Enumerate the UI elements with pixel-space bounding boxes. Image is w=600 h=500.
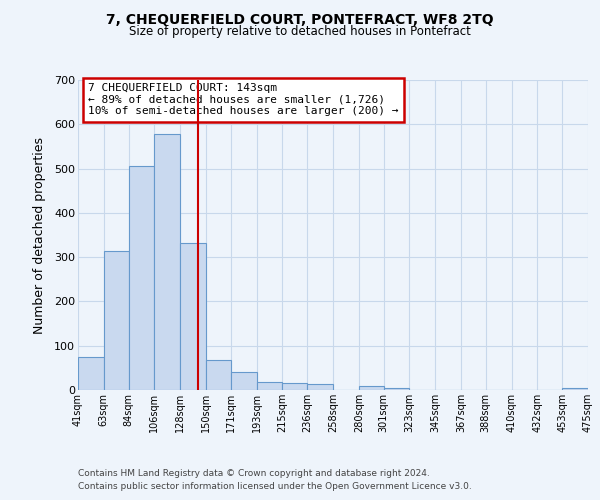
Bar xyxy=(128,166,154,390)
Text: Contains HM Land Registry data © Crown copyright and database right 2024.: Contains HM Land Registry data © Crown c… xyxy=(78,468,430,477)
Bar xyxy=(206,360,231,390)
Bar xyxy=(359,386,383,390)
Bar xyxy=(231,372,257,390)
Text: Contains public sector information licensed under the Open Government Licence v3: Contains public sector information licen… xyxy=(78,482,472,491)
Text: 7, CHEQUERFIELD COURT, PONTEFRACT, WF8 2TQ: 7, CHEQUERFIELD COURT, PONTEFRACT, WF8 2… xyxy=(106,12,494,26)
Text: Size of property relative to detached houses in Pontefract: Size of property relative to detached ho… xyxy=(129,25,471,38)
Bar xyxy=(154,134,180,390)
Bar xyxy=(257,382,283,390)
Bar xyxy=(562,388,588,390)
Bar xyxy=(283,384,307,390)
Bar xyxy=(104,252,128,390)
Bar xyxy=(307,384,333,390)
Y-axis label: Number of detached properties: Number of detached properties xyxy=(33,136,46,334)
Bar xyxy=(180,242,206,390)
Bar xyxy=(78,357,104,390)
Text: 7 CHEQUERFIELD COURT: 143sqm
← 89% of detached houses are smaller (1,726)
10% of: 7 CHEQUERFIELD COURT: 143sqm ← 89% of de… xyxy=(88,83,398,116)
Bar xyxy=(383,388,409,390)
